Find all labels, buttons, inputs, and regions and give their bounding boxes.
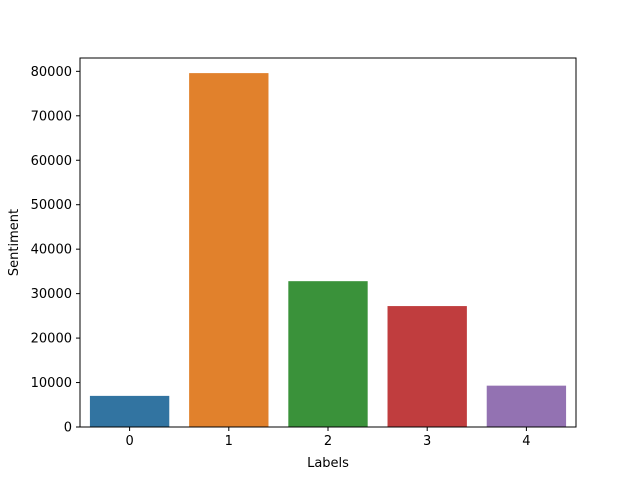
y-tick-label: 0 [64, 421, 72, 436]
x-tick-label: 0 [125, 434, 133, 449]
bar-4 [486, 385, 567, 427]
y-axis-ticks: 0 10000 20000 30000 40000 50000 60000 70000 8000… [31, 65, 80, 436]
x-axis-ticks: 0 1 2 3 4 [125, 427, 531, 449]
y-tick-label: 50000 [31, 198, 72, 213]
y-tick-label: 20000 [31, 332, 72, 347]
y-tick-label: 80000 [31, 65, 72, 80]
x-tick-label: 1 [225, 434, 233, 449]
x-tick-label: 2 [324, 434, 332, 449]
y-tick-label: 30000 [31, 287, 72, 302]
y-tick-label: 10000 [31, 376, 72, 391]
x-tick-label: 3 [423, 434, 431, 449]
bar-2 [288, 281, 368, 427]
x-axis-label: Labels [307, 456, 349, 471]
y-axis-label: Sentiment [7, 209, 22, 276]
y-tick-label: 60000 [31, 154, 72, 169]
bar-3 [387, 306, 467, 427]
bar-1 [189, 73, 269, 427]
y-tick-label: 40000 [31, 243, 72, 258]
axes-frame [79, 57, 577, 428]
y-tick-label: 70000 [31, 109, 72, 124]
bar-0 [89, 395, 170, 427]
x-tick-label: 4 [522, 434, 530, 449]
bars-layer [89, 73, 567, 427]
